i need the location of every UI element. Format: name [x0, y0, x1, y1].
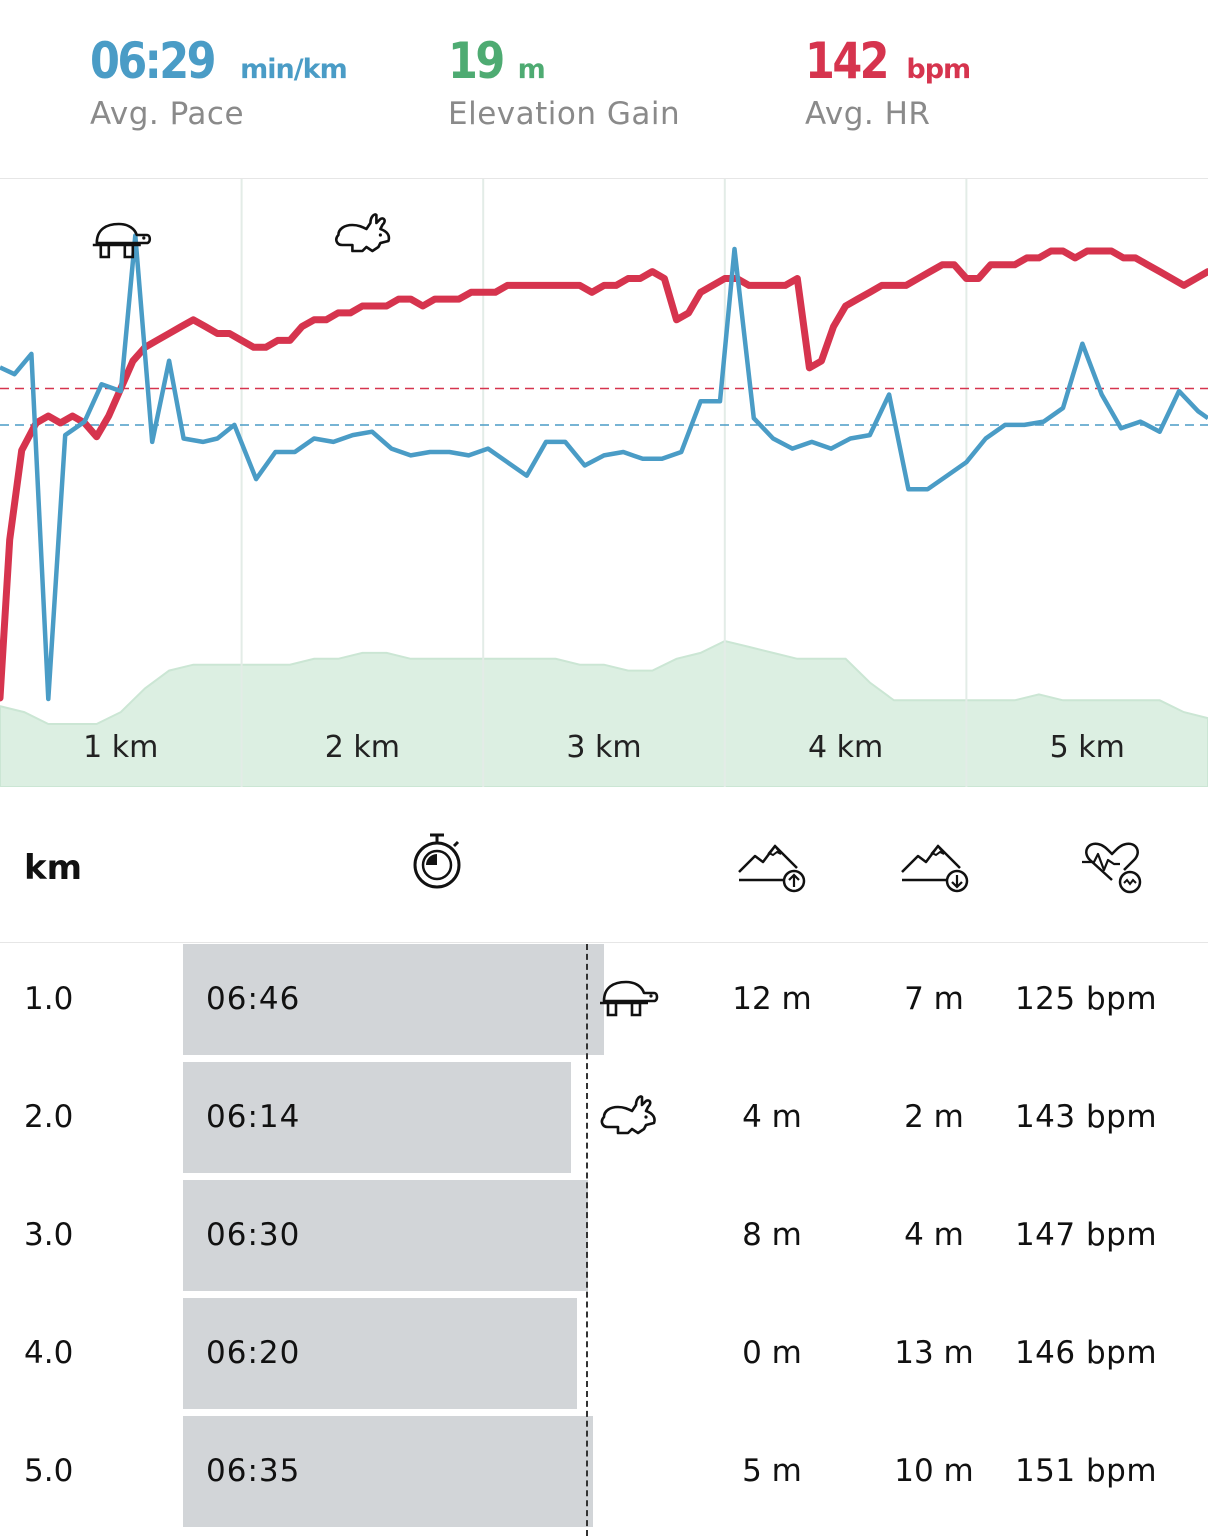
split-pace-bar [183, 1298, 577, 1409]
elevation-descent-icon [901, 844, 969, 893]
split-km: 1.0 [24, 981, 74, 1017]
summary-stats: 06:29 min/km Avg. Pace 19 m Elevation Gain… [0, 0, 1208, 179]
x-tick-label: 3 km [566, 730, 641, 765]
elevation-gain-unit: m [517, 54, 546, 85]
avg-hr-label: Avg. HR [805, 96, 931, 132]
split-descent: 10 m [894, 1453, 974, 1489]
split-hr: 151 bpm [1014, 1453, 1158, 1489]
run-chart[interactable]: 1 km 2 km 3 km 4 km 5 km [0, 179, 1208, 787]
x-tick-label: 4 km [808, 730, 883, 765]
elevation-gain-label: Elevation Gain [448, 96, 681, 132]
split-pace: 06:35 [206, 1453, 301, 1489]
split-descent: 2 m [904, 1099, 964, 1135]
split-ascent: 12 m [732, 981, 812, 1017]
run-chart-svg[interactable]: 1 km 2 km 3 km 4 km 5 km [0, 179, 1208, 787]
elevation-area [0, 639, 1208, 787]
split-descent: 13 m [894, 1335, 974, 1371]
split-row[interactable]: 5.0 06:35 5 m 10 m 151 bpm [0, 1413, 1208, 1531]
split-ascent: 5 m [742, 1453, 802, 1489]
split-pace-bar [183, 1416, 593, 1527]
avg-pace-line [586, 944, 588, 1536]
elevation-gain-value: 19 [448, 32, 505, 90]
km-column-header: km [24, 848, 83, 888]
split-pace: 06:30 [206, 1217, 301, 1253]
split-descent: 7 m [904, 981, 964, 1017]
split-pace-bar [183, 1062, 571, 1173]
split-pace: 06:46 [206, 981, 301, 1017]
elevation-gain-stat: 19 m Elevation Gain [448, 30, 680, 134]
split-ascent: 8 m [742, 1217, 802, 1253]
split-km: 5.0 [24, 1453, 74, 1489]
split-hr: 125 bpm [1014, 981, 1158, 1017]
elevation-ascent-icon [738, 844, 806, 893]
avg-hr-value: 142 [805, 32, 890, 90]
split-pace: 06:20 [206, 1335, 301, 1371]
split-pace-bar [183, 944, 604, 1055]
x-tick-label: 5 km [1050, 730, 1125, 765]
pace-series-line [0, 233, 1208, 702]
avg-hr-stat: 142 bpm Avg. HR [805, 30, 971, 134]
split-hr: 146 bpm [1014, 1335, 1158, 1371]
turtle-icon [92, 222, 152, 259]
split-ascent: 4 m [742, 1099, 802, 1135]
split-ascent: 0 m [742, 1335, 802, 1371]
split-hr: 143 bpm [1014, 1099, 1158, 1135]
hr-series-line [0, 247, 1208, 702]
heart-rate-icon [1082, 842, 1142, 894]
split-pace-bar [183, 1180, 588, 1291]
splits-header: km [0, 788, 1208, 943]
avg-pace-label: Avg. Pace [90, 96, 245, 132]
avg-pace-stat: 06:29 min/km Avg. Pace [90, 30, 348, 134]
split-km: 2.0 [24, 1099, 74, 1135]
split-km: 4.0 [24, 1335, 74, 1371]
split-row[interactable]: 4.0 06:20 0 m 13 m 146 bpm [0, 1295, 1208, 1413]
x-tick-label: 2 km [325, 730, 400, 765]
rabbit-icon [600, 1095, 656, 1135]
split-row[interactable]: 2.0 06:14 4 m 2 m 143 bpm [0, 1059, 1208, 1177]
split-km: 3.0 [24, 1217, 74, 1253]
stopwatch-icon [413, 833, 461, 889]
avg-pace-value: 06:29 [90, 32, 217, 90]
split-descent: 4 m [904, 1217, 964, 1253]
rabbit-icon [335, 213, 391, 253]
split-row[interactable]: 1.0 06:46 12 m 7 m 125 bpm [0, 941, 1208, 1059]
x-tick-label: 1 km [83, 730, 158, 765]
split-pace: 06:14 [206, 1099, 301, 1135]
turtle-icon [600, 980, 659, 1017]
avg-hr-unit: bpm [906, 54, 971, 85]
split-hr: 147 bpm [1014, 1217, 1158, 1253]
split-row[interactable]: 3.0 06:30 8 m 4 m 147 bpm [0, 1177, 1208, 1295]
avg-pace-unit: min/km [240, 54, 348, 85]
